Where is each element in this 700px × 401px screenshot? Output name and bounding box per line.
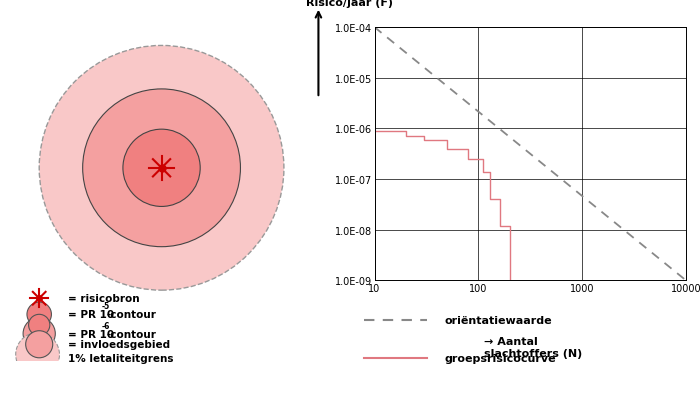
Circle shape — [39, 47, 284, 290]
Text: = PR 10: = PR 10 — [68, 329, 114, 339]
Circle shape — [29, 314, 50, 336]
Text: -5: -5 — [102, 302, 110, 311]
Text: = risicobron: = risicobron — [68, 294, 140, 304]
Text: oriëntatiewaarde: oriëntatiewaarde — [444, 315, 552, 325]
Text: -6: -6 — [102, 321, 111, 330]
Text: Risico/jaar (F): Risico/jaar (F) — [306, 0, 393, 8]
Text: → Aantal
slachtoffers (N): → Aantal slachtoffers (N) — [484, 336, 582, 358]
Circle shape — [23, 318, 55, 350]
Text: groepsrisicocurve: groepsrisicocurve — [444, 353, 556, 363]
Circle shape — [26, 331, 52, 358]
Text: -contour: -contour — [107, 310, 157, 320]
Text: -contour: -contour — [107, 329, 157, 339]
Circle shape — [15, 333, 60, 377]
Circle shape — [27, 302, 51, 327]
Circle shape — [123, 130, 200, 207]
Text: = invloedsgebied
1% letaliteitgrens: = invloedsgebied 1% letaliteitgrens — [68, 339, 174, 363]
Circle shape — [83, 90, 241, 247]
Text: = PR 10: = PR 10 — [68, 310, 114, 320]
